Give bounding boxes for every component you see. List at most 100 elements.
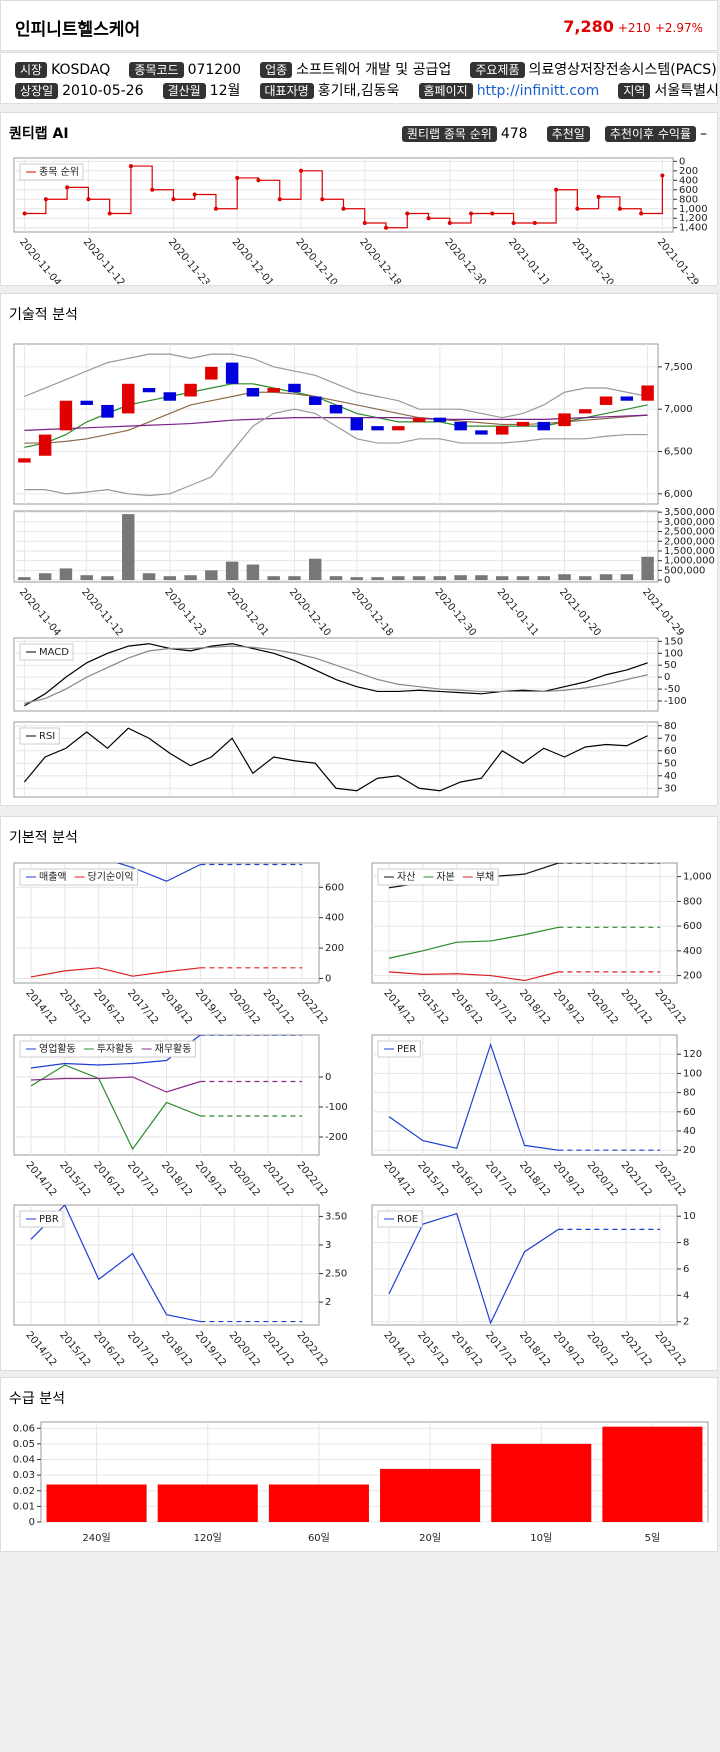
info-label: 주요제품 bbox=[470, 62, 525, 78]
x-tick-label: 2021/12 bbox=[619, 1160, 654, 1197]
info-value: 홍기태,김동욱 bbox=[317, 83, 400, 99]
volume-bar bbox=[205, 570, 218, 581]
series-line bbox=[30, 967, 201, 978]
volume-bar bbox=[558, 574, 571, 581]
x-tick-label: 2021/12 bbox=[261, 988, 296, 1025]
rank-dot bbox=[532, 220, 537, 225]
candle bbox=[392, 426, 405, 431]
legend-label: PBR bbox=[39, 1214, 59, 1225]
x-tick-label: 5일 bbox=[645, 1532, 661, 1544]
rank-dot bbox=[426, 216, 431, 221]
volume-bar bbox=[122, 514, 135, 581]
x-tick-label: 60일 bbox=[308, 1532, 330, 1544]
x-tick-label: 2021/12 bbox=[619, 988, 654, 1025]
rank-dot bbox=[86, 197, 91, 202]
x-tick-label: 2020/12 bbox=[585, 1330, 620, 1367]
y-tick-label: 8 bbox=[683, 1238, 689, 1249]
x-tick-label: 2021/12 bbox=[619, 1330, 654, 1367]
x-tick-label: 2022/12 bbox=[294, 988, 329, 1025]
volume-bar bbox=[392, 576, 405, 581]
rank-dot bbox=[362, 220, 367, 225]
legend-label: 자산 bbox=[397, 871, 415, 883]
ai-badges: 퀀티랩 종목 순위 478 추천일 추천이후 수익률 – bbox=[401, 123, 707, 142]
homepage-link[interactable]: http://infinitt.com bbox=[476, 83, 600, 99]
y-tick-label: 800 bbox=[679, 194, 698, 205]
y-tick-label: 0.03 bbox=[13, 1470, 35, 1481]
candle bbox=[288, 383, 301, 393]
volume-bar bbox=[18, 577, 31, 581]
y-tick-label: 60 bbox=[664, 746, 677, 757]
plot-frame bbox=[13, 721, 659, 798]
info-row: 시장 KOSDAQ 종목코드 071200 업종 소프트웨어 개발 및 공급업 주요제… bbox=[15, 59, 720, 79]
section-title: 퀀티랩 AI bbox=[9, 126, 69, 142]
candle bbox=[205, 366, 218, 380]
x-tick-label: 2021-01-29 bbox=[640, 587, 686, 639]
candle bbox=[350, 417, 364, 431]
x-tick-label: 2019/12 bbox=[551, 1330, 586, 1367]
y-tick-label: 1,000 bbox=[683, 872, 712, 883]
candle bbox=[225, 362, 239, 384]
y-tick-label: 150 bbox=[664, 636, 683, 647]
series-line bbox=[388, 971, 559, 982]
change-pct: +2.97% bbox=[654, 21, 703, 35]
legend: RSI bbox=[19, 727, 60, 745]
rank-dot bbox=[65, 185, 70, 190]
rank-dot bbox=[660, 173, 665, 178]
x-tick-label: 2020/12 bbox=[227, 1160, 262, 1197]
rank-dot bbox=[554, 187, 559, 192]
candle bbox=[579, 409, 592, 414]
y-tick-label: 7,500 bbox=[664, 362, 693, 373]
y-tick-label: 400 bbox=[679, 175, 698, 186]
y-tick-label: 1,200 bbox=[679, 213, 708, 224]
y-tick-label: 0 bbox=[325, 973, 331, 984]
x-tick-label: 2017/12 bbox=[483, 1330, 518, 1367]
x-tick-label: 2020-11-04 bbox=[17, 587, 63, 639]
x-tick-label: 2019/12 bbox=[551, 988, 586, 1025]
x-tick-label: 2020-12-01 bbox=[230, 237, 276, 284]
x-tick-label: 2020-11-23 bbox=[166, 237, 212, 284]
x-tick-label: 2019/12 bbox=[193, 1330, 228, 1367]
candle bbox=[599, 396, 613, 405]
tech-section: 기술적 분석 6,000 6,500 7,000 7,500 0 500,000 1,000… bbox=[0, 293, 718, 806]
x-tick-label: 2015/12 bbox=[57, 1330, 92, 1367]
x-tick-label: 2022/12 bbox=[294, 1160, 329, 1197]
candle bbox=[122, 383, 135, 414]
series-line bbox=[24, 353, 648, 419]
y-tick-label: 70 bbox=[664, 733, 677, 744]
x-tick-label: 2019/12 bbox=[551, 1160, 586, 1197]
candle bbox=[495, 426, 509, 435]
series-line bbox=[30, 1064, 201, 1151]
y-tick-label: 7,000 bbox=[664, 404, 693, 415]
candle bbox=[184, 383, 197, 397]
x-tick-label: 2022/12 bbox=[652, 1160, 687, 1197]
y-tick-label: 2 bbox=[683, 1317, 689, 1328]
x-tick-label: 2019/12 bbox=[193, 988, 228, 1025]
candle bbox=[371, 426, 384, 431]
legend-label: 당기순이익 bbox=[88, 871, 134, 883]
rank-dot bbox=[107, 211, 112, 216]
volume-bar bbox=[371, 577, 384, 581]
volume-bar bbox=[579, 576, 592, 581]
volume-bar bbox=[59, 568, 73, 581]
bar bbox=[491, 1443, 592, 1522]
legend: MACD bbox=[19, 643, 74, 661]
volume-bar bbox=[38, 573, 52, 581]
candle bbox=[18, 458, 31, 463]
series-line bbox=[24, 414, 648, 431]
info-value: 의료영상저장전송시스템(PACS) bbox=[528, 62, 717, 78]
series-line bbox=[30, 1076, 201, 1093]
y-tick-label: 100 bbox=[683, 1068, 702, 1079]
volume-bar bbox=[433, 576, 447, 581]
y-tick-label: 0.04 bbox=[13, 1455, 35, 1466]
legend-box bbox=[19, 727, 60, 745]
candle bbox=[101, 404, 114, 418]
x-tick-label: 2017/12 bbox=[125, 1160, 160, 1197]
badge-value: – bbox=[700, 126, 707, 142]
volume-bar bbox=[412, 576, 426, 581]
y-tick-label: 2.50 bbox=[325, 1269, 347, 1280]
legend-label: 영업활동 bbox=[39, 1042, 76, 1055]
info-value: 071200 bbox=[187, 62, 242, 78]
y-tick-label: 10 bbox=[683, 1211, 696, 1222]
supply-section: 수급 분석 0 0.01 0.02 0.03 0.04 0.05 0.06 240일 120일 6… bbox=[0, 1377, 718, 1552]
price-box: 7,280 +210 +2.97% bbox=[563, 17, 703, 36]
